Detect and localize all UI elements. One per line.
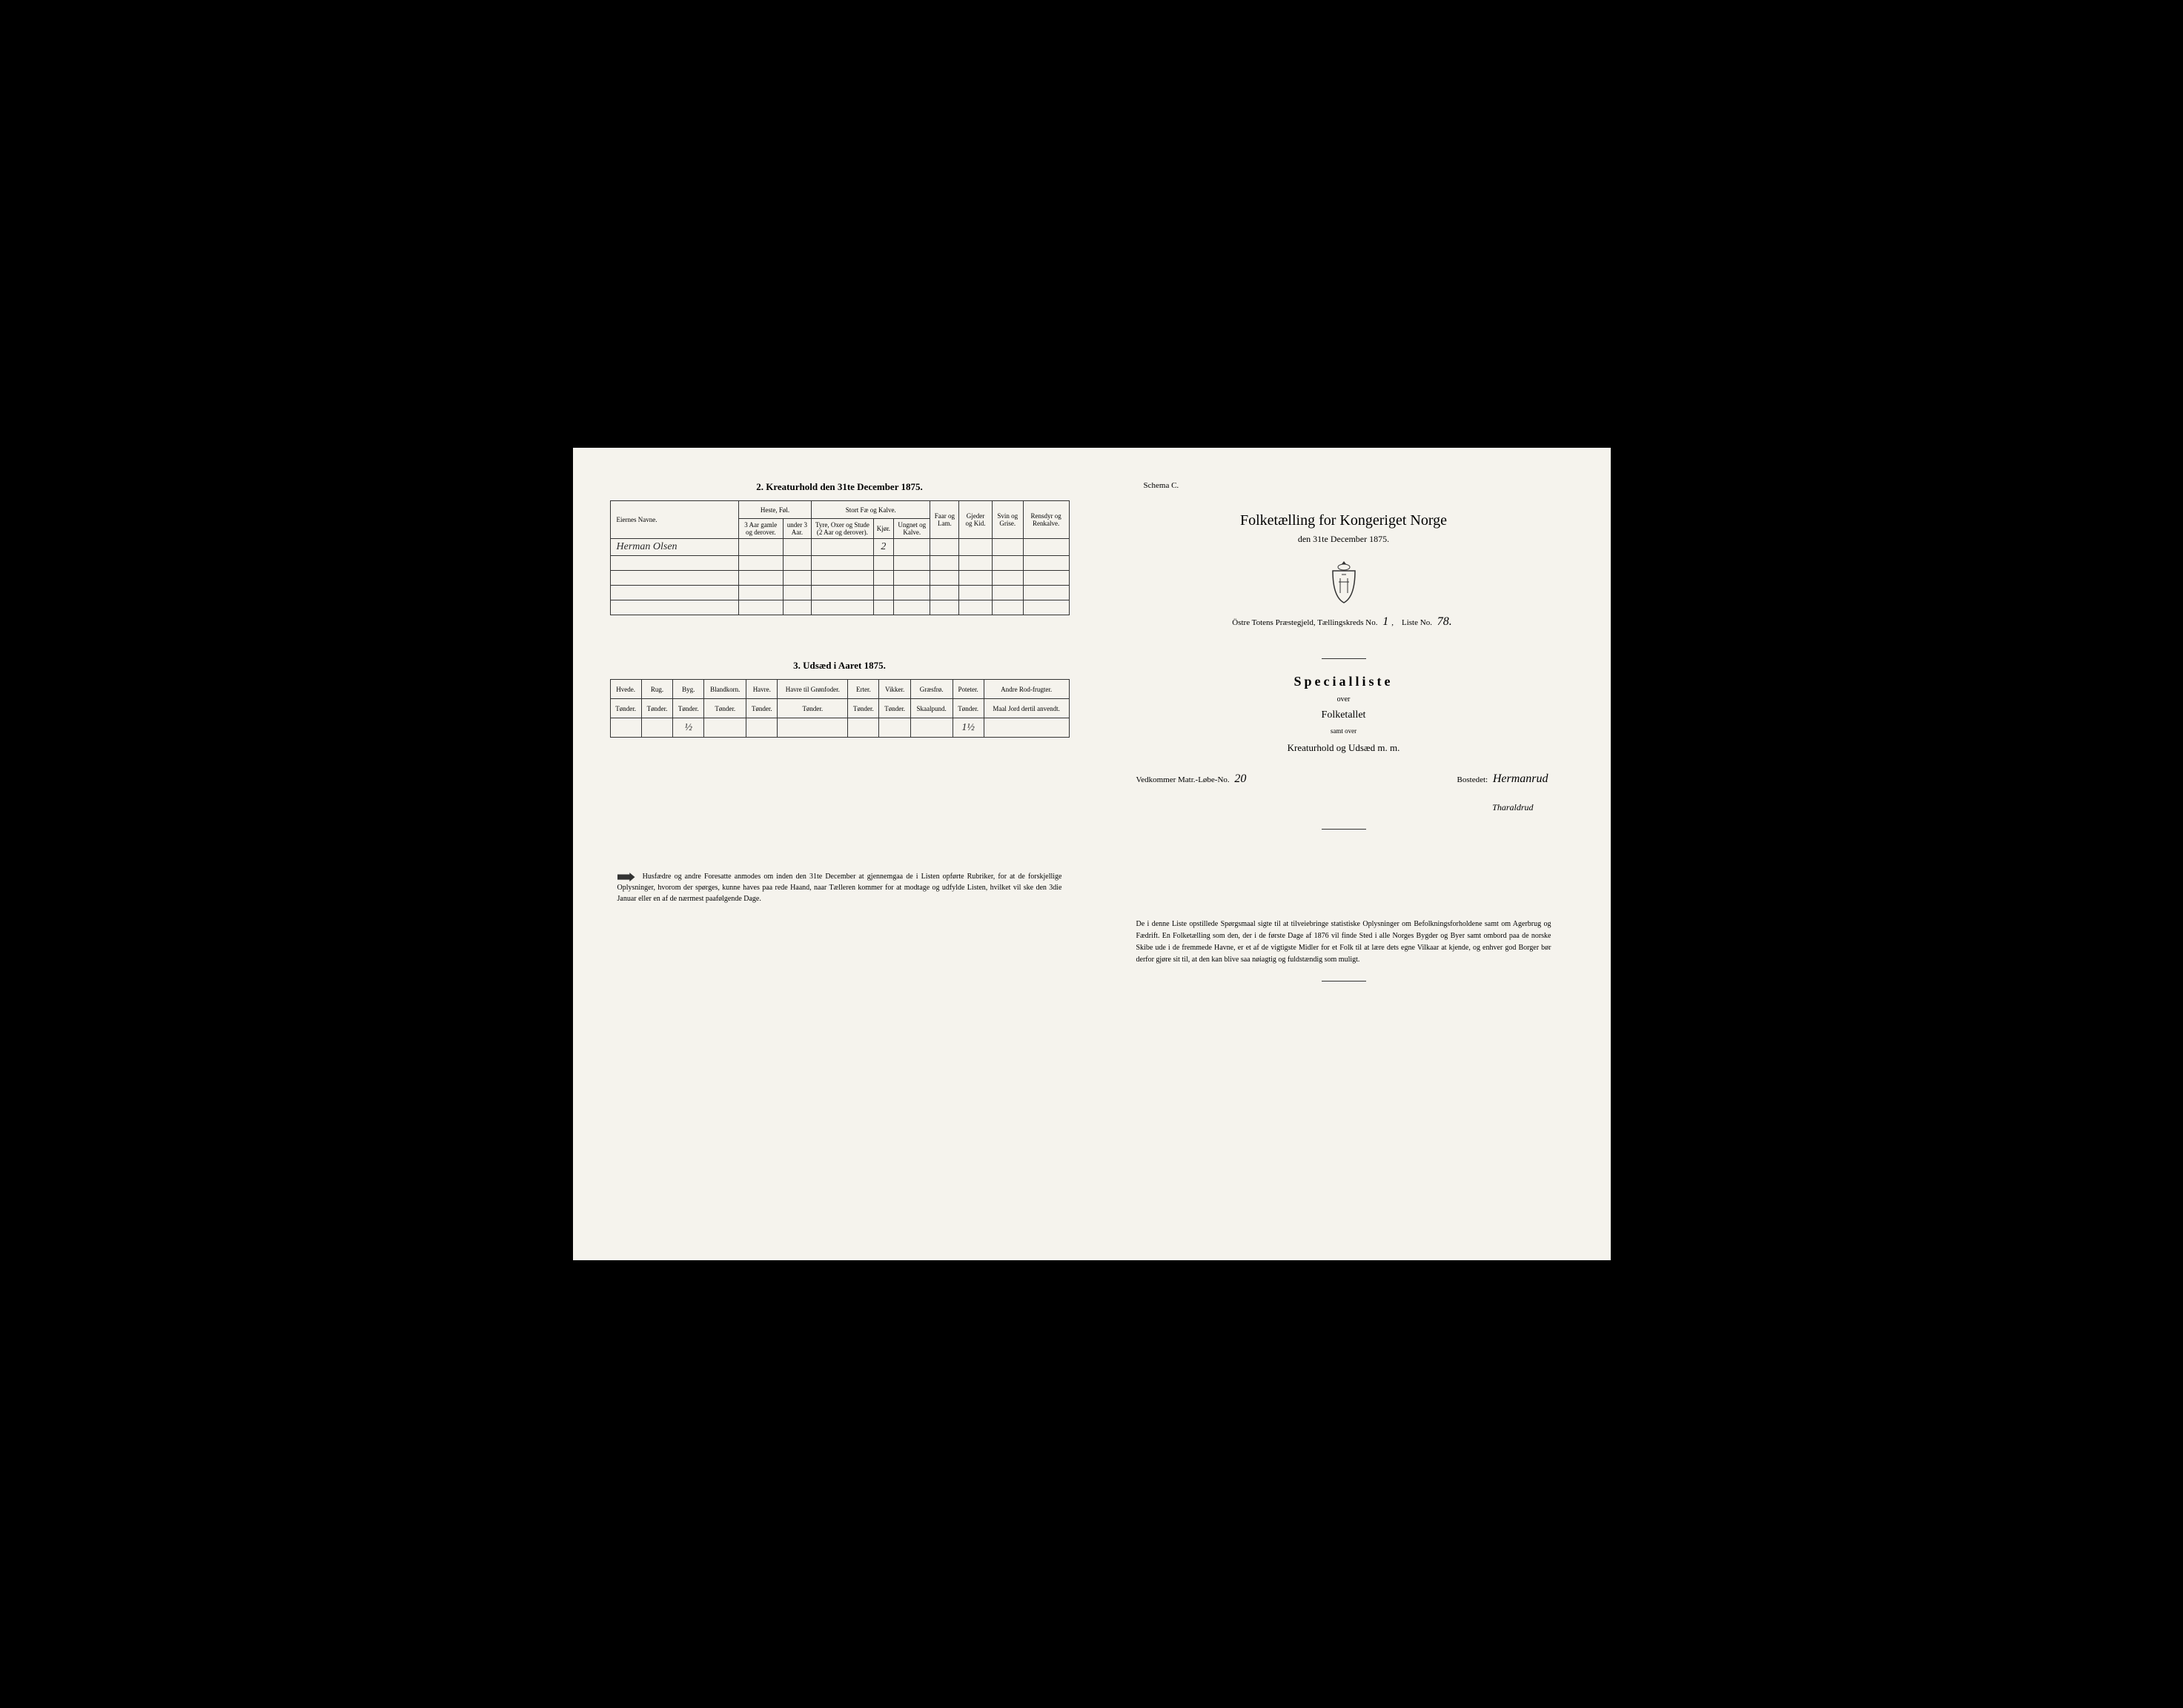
bostedet-label: Bostedet:	[1457, 775, 1488, 784]
footer-text: Husfædre og andre Foresatte anmodes om i…	[617, 873, 1062, 903]
district-text: Östre Totens Præstegjeld, Tællingskreds …	[1232, 618, 1377, 627]
th-stort2: Kjør.	[873, 519, 893, 539]
section3-title: 3. Udsæd i Aaret 1875.	[610, 660, 1070, 672]
udsaed-table: Hvede. Rug. Byg. Blandkorn. Havre. Havre…	[610, 679, 1070, 738]
over-text: over	[1114, 695, 1574, 704]
table-row	[610, 571, 1069, 586]
bostedet-sub: Tharaldrud	[1489, 802, 1536, 812]
th-heste-group: Heste, Føl.	[738, 501, 811, 519]
table-row: ½ 1½	[610, 718, 1069, 738]
pointer-icon	[617, 873, 635, 881]
th-unit: Tønder.	[704, 699, 746, 718]
vedkommer-label: Vedkommer Matr.-Løbe-No.	[1136, 775, 1230, 784]
th-unit: Tønder.	[848, 699, 879, 718]
document-frame: 2. Kreaturhold den 31te December 1875. E…	[573, 448, 1611, 1260]
crest-icon	[1325, 560, 1362, 604]
folketallet: Folketallet	[1114, 709, 1574, 721]
liste-no: 78.	[1434, 615, 1455, 628]
th-gjeder: Gjeder og Kid.	[959, 501, 993, 539]
th-unit: Tønder.	[641, 699, 672, 718]
poteter-value: 1½	[953, 718, 984, 738]
th-unit: Tønder.	[879, 699, 910, 718]
th-rensdyr: Rensdyr og Renkalve.	[1023, 501, 1069, 539]
date-subtitle: den 31te December 1875.	[1114, 534, 1574, 545]
divider	[1322, 658, 1366, 659]
th-havretil: Havre til Grønfoder.	[778, 680, 848, 699]
th-svin: Svin og Grise.	[992, 501, 1023, 539]
th-stort1: Tyre, Oxer og Stude (2 Aar og derover).	[812, 519, 874, 539]
th-heste2: under 3 Aar.	[783, 519, 811, 539]
table-row	[610, 600, 1069, 615]
samt-over: samt over	[1114, 727, 1574, 735]
bostedet-value: Hermanrud	[1490, 772, 1551, 785]
main-title: Folketælling for Kongeriget Norge	[1114, 512, 1574, 529]
th-stort-group: Stort Fæ og Kalve.	[812, 501, 930, 519]
th-maaljord: Maal Jord dertil anvendt.	[984, 699, 1069, 718]
th-unit: Tønder.	[953, 699, 984, 718]
vedkommer-line: Vedkommer Matr.-Løbe-No. 20 Bostedet: He…	[1114, 772, 1574, 786]
schema-label: Schema C.	[1114, 481, 1574, 490]
th-andre: Andre Rod-frugter.	[984, 680, 1069, 699]
right-footer-text: De i denne Liste opstillede Spørgsmaal s…	[1114, 918, 1574, 966]
th-unit: Tønder.	[673, 699, 704, 718]
byg-value: ½	[673, 718, 704, 738]
th-unit: Tønder.	[778, 699, 848, 718]
kreatur-line: Kreaturhold og Udsæd m. m.	[1114, 742, 1574, 754]
left-footer-note: Husfædre og andre Foresatte anmodes om i…	[610, 871, 1070, 904]
th-unit: Tønder.	[610, 699, 641, 718]
th-vikker: Vikker.	[879, 680, 910, 699]
th-erter: Erter.	[848, 680, 879, 699]
district-line: Östre Totens Præstegjeld, Tællingskreds …	[1114, 615, 1574, 629]
th-graesfro: Græsfrø.	[910, 680, 953, 699]
liste-label: Liste No.	[1402, 618, 1432, 627]
th-havre: Havre.	[746, 680, 778, 699]
divider	[1322, 829, 1366, 830]
special-title: Specialliste	[1114, 674, 1574, 689]
th-faar: Faar og Lam.	[930, 501, 959, 539]
table-row	[610, 586, 1069, 600]
th-owner: Eiernes Navne.	[610, 501, 738, 539]
th-unit: Tønder.	[746, 699, 778, 718]
kreds-no: 1	[1379, 615, 1391, 628]
th-hvede: Hvede.	[610, 680, 641, 699]
th-rug: Rug.	[641, 680, 672, 699]
kjor-value: 2	[873, 539, 893, 556]
table-row: Herman Olsen 2	[610, 539, 1069, 556]
divider	[1322, 981, 1366, 982]
section2-title: 2. Kreaturhold den 31te December 1875.	[610, 481, 1070, 493]
table-row	[610, 556, 1069, 571]
right-page: Schema C. Folketælling for Kongeriget No…	[1092, 463, 1596, 1245]
th-blandkorn: Blandkorn.	[704, 680, 746, 699]
th-skaalpund: Skaalpund.	[910, 699, 953, 718]
th-stort3: Ungnet og Kalve.	[893, 519, 930, 539]
th-byg: Byg.	[673, 680, 704, 699]
left-page: 2. Kreaturhold den 31te December 1875. E…	[588, 463, 1092, 1245]
th-poteter: Poteter.	[953, 680, 984, 699]
matr-no: 20	[1231, 772, 1249, 785]
kreaturhold-table: Eiernes Navne. Heste, Føl. Stort Fæ og K…	[610, 500, 1070, 615]
owner-name: Herman Olsen	[610, 539, 738, 556]
th-heste1: 3 Aar gamle og derover.	[738, 519, 783, 539]
